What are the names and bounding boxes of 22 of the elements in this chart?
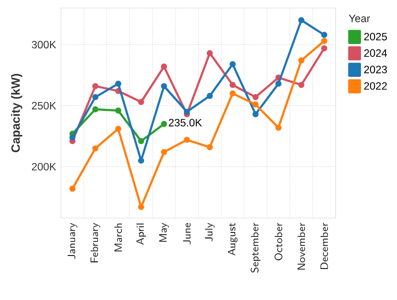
legend-label: 2025: [364, 32, 387, 40]
legend-label: 2024: [364, 49, 388, 57]
y-tick-label: 250K: [32, 102, 56, 110]
y-tick-label: 200K: [32, 162, 56, 170]
x-tick-label: October: [274, 222, 282, 260]
x-tick-label: December: [320, 222, 328, 270]
x-tick-label: May: [159, 222, 169, 242]
x-tick-label: August: [228, 223, 238, 256]
x-tick-label: February: [90, 222, 100, 262]
x-tick-label: January: [68, 222, 78, 259]
x-tick-label: June: [183, 223, 191, 244]
x-tick-label: July: [204, 222, 215, 242]
legend-title: Year: [348, 14, 370, 22]
y-axis-title: Capacity (kW): [11, 74, 22, 152]
legend-label: 2022: [364, 82, 387, 90]
legend-label: 2023: [364, 66, 387, 74]
data-label: 235.0K: [168, 118, 202, 126]
x-tick-label: March: [114, 224, 122, 252]
y-tick-label: 300K: [32, 40, 56, 48]
x-tick-label: September: [250, 222, 260, 273]
x-tick-label: November: [298, 222, 306, 270]
x-tick-label: April: [136, 224, 146, 245]
